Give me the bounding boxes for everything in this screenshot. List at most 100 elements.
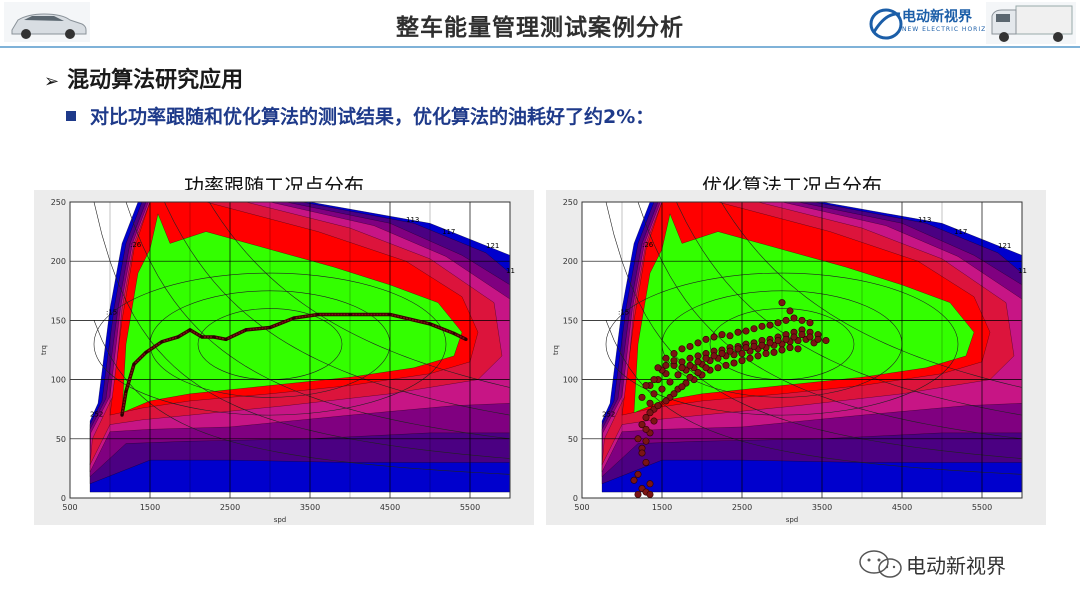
contour-label: 117 — [442, 228, 455, 236]
data-point — [766, 339, 774, 347]
data-point — [662, 354, 670, 362]
data-point — [662, 361, 670, 369]
data-point — [642, 437, 650, 445]
data-point — [694, 358, 702, 366]
operating-points — [630, 299, 830, 498]
y-tick-label: 0 — [61, 494, 66, 503]
data-point — [638, 393, 646, 401]
data-point — [268, 325, 272, 330]
data-point — [798, 316, 806, 324]
power-curve — [93, 320, 510, 475]
contour-label: 252 — [90, 410, 103, 418]
data-point — [678, 364, 686, 372]
data-point — [244, 328, 248, 332]
contour-label: 11 — [1018, 267, 1027, 275]
plot-frame — [69, 201, 511, 499]
data-point — [742, 327, 750, 335]
data-point — [730, 359, 738, 367]
data-point — [646, 480, 654, 488]
data-point — [806, 333, 814, 341]
data-point — [662, 397, 670, 405]
data-point — [630, 476, 638, 484]
brand-logo-cn: 电动新视界 — [902, 9, 972, 25]
data-point — [348, 312, 352, 317]
data-point — [702, 335, 710, 343]
contour-label: 117 — [954, 228, 967, 236]
header-divider — [0, 46, 1080, 48]
data-point — [428, 322, 432, 326]
data-point — [762, 350, 770, 358]
operating-points — [120, 312, 468, 417]
chevron-right-icon: ➢ — [44, 71, 60, 92]
data-point — [212, 335, 216, 339]
data-point — [710, 333, 718, 341]
wechat-icon — [859, 550, 902, 578]
data-point — [642, 382, 650, 390]
data-point — [814, 335, 822, 343]
data-point — [670, 350, 678, 358]
contour-label: 252 — [602, 410, 615, 418]
data-point — [160, 340, 164, 344]
data-point — [782, 316, 790, 324]
data-point — [124, 389, 128, 394]
data-point — [694, 368, 702, 376]
x-axis-label: spd — [274, 516, 287, 524]
data-point — [678, 358, 686, 366]
y-tick-label: 100 — [563, 376, 578, 385]
slide-header: 整车能量管理测试案例分析 电动新视界 NEW ELECTRIC HORIZON — [0, 0, 1080, 47]
power-curve — [605, 320, 1022, 475]
car-thumbnail-icon — [4, 2, 90, 42]
data-point — [722, 361, 730, 369]
data-point — [224, 337, 228, 341]
y-tick-label: 150 — [51, 316, 66, 325]
data-point — [670, 357, 678, 365]
x-tick-label: 500 — [62, 503, 77, 512]
data-point — [750, 325, 758, 333]
data-point — [778, 346, 786, 354]
data-point — [452, 331, 456, 336]
data-point — [738, 357, 746, 365]
data-point — [742, 344, 750, 352]
data-point — [670, 390, 678, 398]
data-point — [144, 350, 148, 354]
data-point — [678, 383, 686, 391]
data-point — [634, 470, 642, 478]
data-point — [650, 417, 658, 425]
data-point — [694, 339, 702, 347]
data-point — [710, 352, 718, 360]
power-curve — [720, 202, 1022, 388]
data-point — [120, 413, 124, 417]
data-point — [464, 337, 468, 341]
page-title: 整车能量管理测试案例分析 — [396, 15, 684, 41]
y-tick-label: 100 — [51, 376, 66, 385]
data-point — [774, 319, 782, 327]
brand-logo-icon — [869, 8, 903, 40]
data-point — [822, 337, 830, 345]
data-point — [646, 409, 654, 417]
x-tick-label: 4500 — [892, 503, 912, 512]
data-point — [666, 378, 674, 386]
data-point — [770, 348, 778, 356]
data-point — [754, 352, 762, 360]
data-point — [634, 435, 642, 443]
data-point — [316, 312, 320, 317]
data-point — [746, 354, 754, 362]
bullet-point-text: 对比功率跟随和优化算法的测试结果，优化算法的油耗好了约2%： — [90, 106, 655, 128]
power-curve — [164, 202, 510, 416]
data-point — [750, 342, 758, 350]
x-tick-label: 5500 — [460, 503, 480, 512]
data-point — [654, 364, 662, 372]
truck-thumbnail-icon — [986, 2, 1076, 44]
data-point — [200, 335, 204, 339]
data-point — [774, 337, 782, 345]
power-curve — [93, 202, 510, 459]
x-tick-label: 2500 — [732, 503, 752, 512]
data-point — [782, 335, 790, 343]
data-point — [786, 307, 794, 315]
contour-label: 121 — [998, 242, 1011, 250]
data-point — [658, 385, 666, 393]
data-point — [686, 373, 694, 381]
data-point — [678, 345, 686, 353]
data-point — [642, 413, 650, 421]
